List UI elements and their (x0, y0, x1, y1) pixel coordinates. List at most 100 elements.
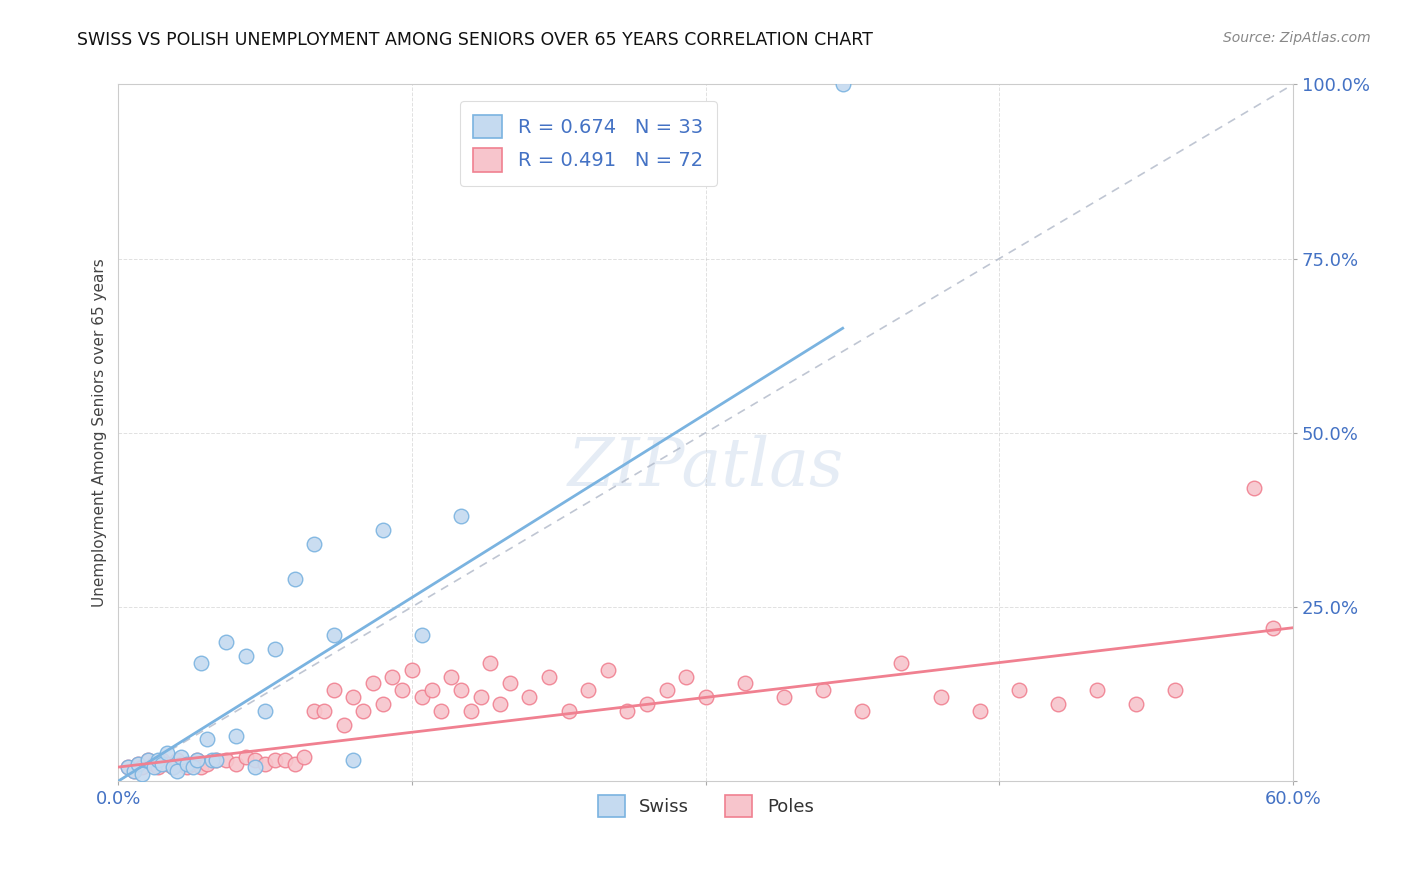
Point (929, 690, 952, 705)
Text: Source: ZipAtlas.com: Source: ZipAtlas.com (1223, 31, 1371, 45)
Point (371, 698, 394, 712)
Point (235, 749, 257, 764)
Point (190, 760, 212, 774)
Point (162, 760, 184, 774)
Point (205, 753, 228, 767)
Point (596, 663, 619, 677)
Point (136, 753, 159, 767)
Point (440, 669, 463, 683)
Point (322, 628, 344, 642)
Point (411, 628, 433, 642)
Point (131, 760, 153, 774)
Point (851, 704, 873, 718)
Point (420, 683, 443, 698)
Point (142, 756, 165, 771)
Point (117, 760, 139, 774)
Point (122, 764, 145, 778)
Point (411, 690, 433, 705)
Point (302, 704, 325, 718)
Point (245, 753, 267, 767)
Point (460, 704, 482, 718)
Point (225, 756, 247, 771)
Point (361, 676, 384, 690)
Point (557, 704, 579, 718)
Point (890, 656, 912, 670)
Point (136, 753, 159, 767)
Point (254, 704, 277, 718)
Point (117, 760, 139, 774)
Point (170, 749, 193, 764)
Point (371, 523, 394, 537)
Point (215, 753, 238, 767)
Point (1008, 683, 1031, 698)
Point (195, 756, 218, 771)
Point (122, 764, 145, 778)
Point (176, 760, 198, 774)
Point (773, 690, 796, 705)
Point (254, 756, 277, 771)
Point (616, 704, 638, 718)
Point (292, 749, 315, 764)
Point (142, 760, 165, 774)
Point (342, 690, 364, 705)
Point (430, 704, 453, 718)
Point (576, 683, 599, 698)
Point (1164, 683, 1187, 698)
Point (811, 683, 834, 698)
Point (302, 537, 325, 551)
Point (170, 756, 193, 771)
Point (489, 698, 512, 712)
Point (131, 767, 153, 781)
Point (264, 753, 287, 767)
Point (499, 676, 522, 690)
Point (190, 656, 212, 670)
Point (655, 683, 678, 698)
Point (156, 746, 179, 760)
Point (162, 760, 184, 774)
Point (264, 641, 287, 656)
Text: ZIPatlas: ZIPatlas (568, 435, 844, 500)
Point (519, 690, 541, 705)
Point (176, 756, 198, 771)
Point (201, 753, 224, 767)
Point (734, 676, 756, 690)
Point (1046, 698, 1069, 712)
Point (284, 756, 307, 771)
Point (1125, 698, 1147, 712)
Point (166, 764, 188, 778)
Point (1263, 621, 1285, 635)
Point (186, 753, 208, 767)
Point (205, 753, 228, 767)
Point (1243, 482, 1265, 496)
Point (450, 509, 472, 524)
Point (225, 729, 247, 743)
Point (470, 690, 492, 705)
Point (479, 656, 502, 670)
Point (127, 756, 149, 771)
Point (146, 760, 169, 774)
Text: SWISS VS POLISH UNEMPLOYMENT AMONG SENIORS OVER 65 YEARS CORRELATION CHART: SWISS VS POLISH UNEMPLOYMENT AMONG SENIO… (77, 31, 873, 49)
Point (332, 718, 354, 732)
Y-axis label: Unemployment Among Seniors over 65 years: Unemployment Among Seniors over 65 years (93, 259, 107, 607)
Point (1085, 683, 1108, 698)
Legend: Swiss, Poles: Swiss, Poles (591, 788, 821, 824)
Point (312, 704, 335, 718)
Point (156, 756, 179, 771)
Point (274, 753, 297, 767)
Point (215, 634, 238, 648)
Point (450, 683, 472, 698)
Point (181, 760, 204, 774)
Point (195, 732, 218, 747)
Point (538, 669, 561, 683)
Point (181, 756, 204, 771)
Point (636, 698, 658, 712)
Point (284, 572, 307, 586)
Point (322, 683, 344, 698)
Point (186, 753, 208, 767)
Point (146, 753, 169, 767)
Point (969, 704, 991, 718)
Point (150, 753, 173, 767)
Point (695, 690, 717, 705)
Point (352, 704, 374, 718)
Point (342, 753, 364, 767)
